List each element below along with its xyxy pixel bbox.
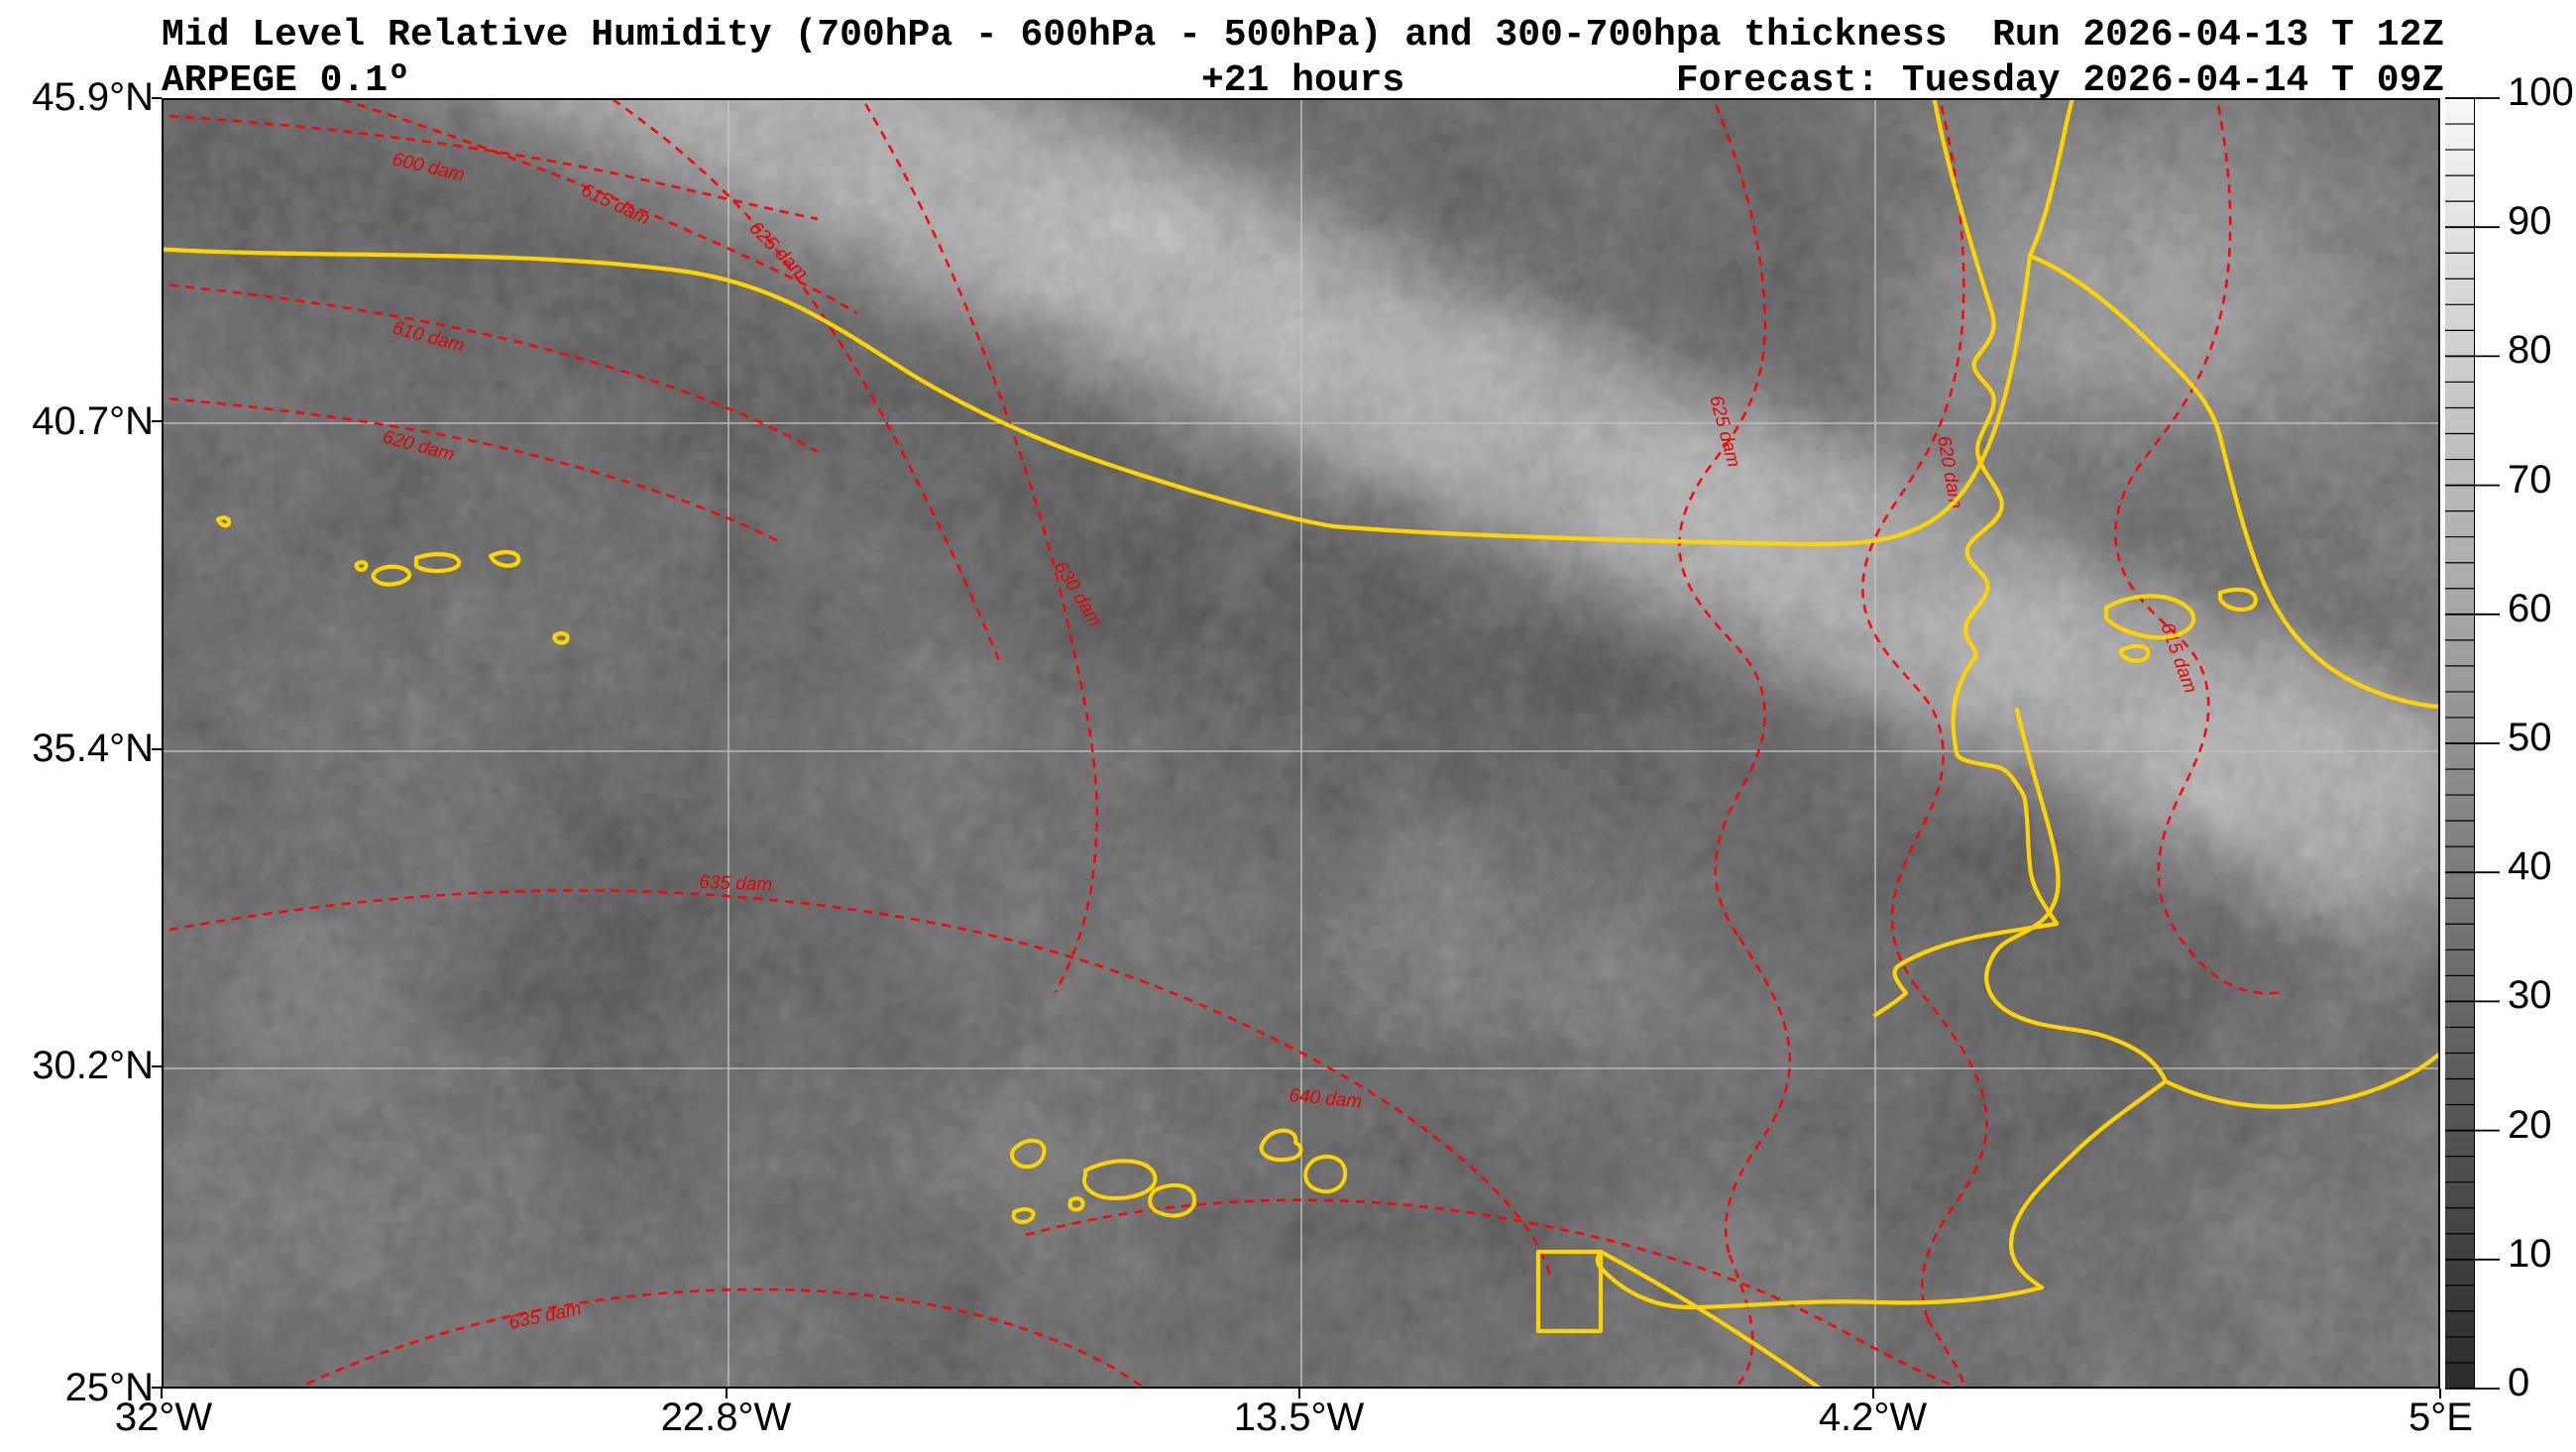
svg-text:635 dam: 635 dam (699, 872, 773, 896)
